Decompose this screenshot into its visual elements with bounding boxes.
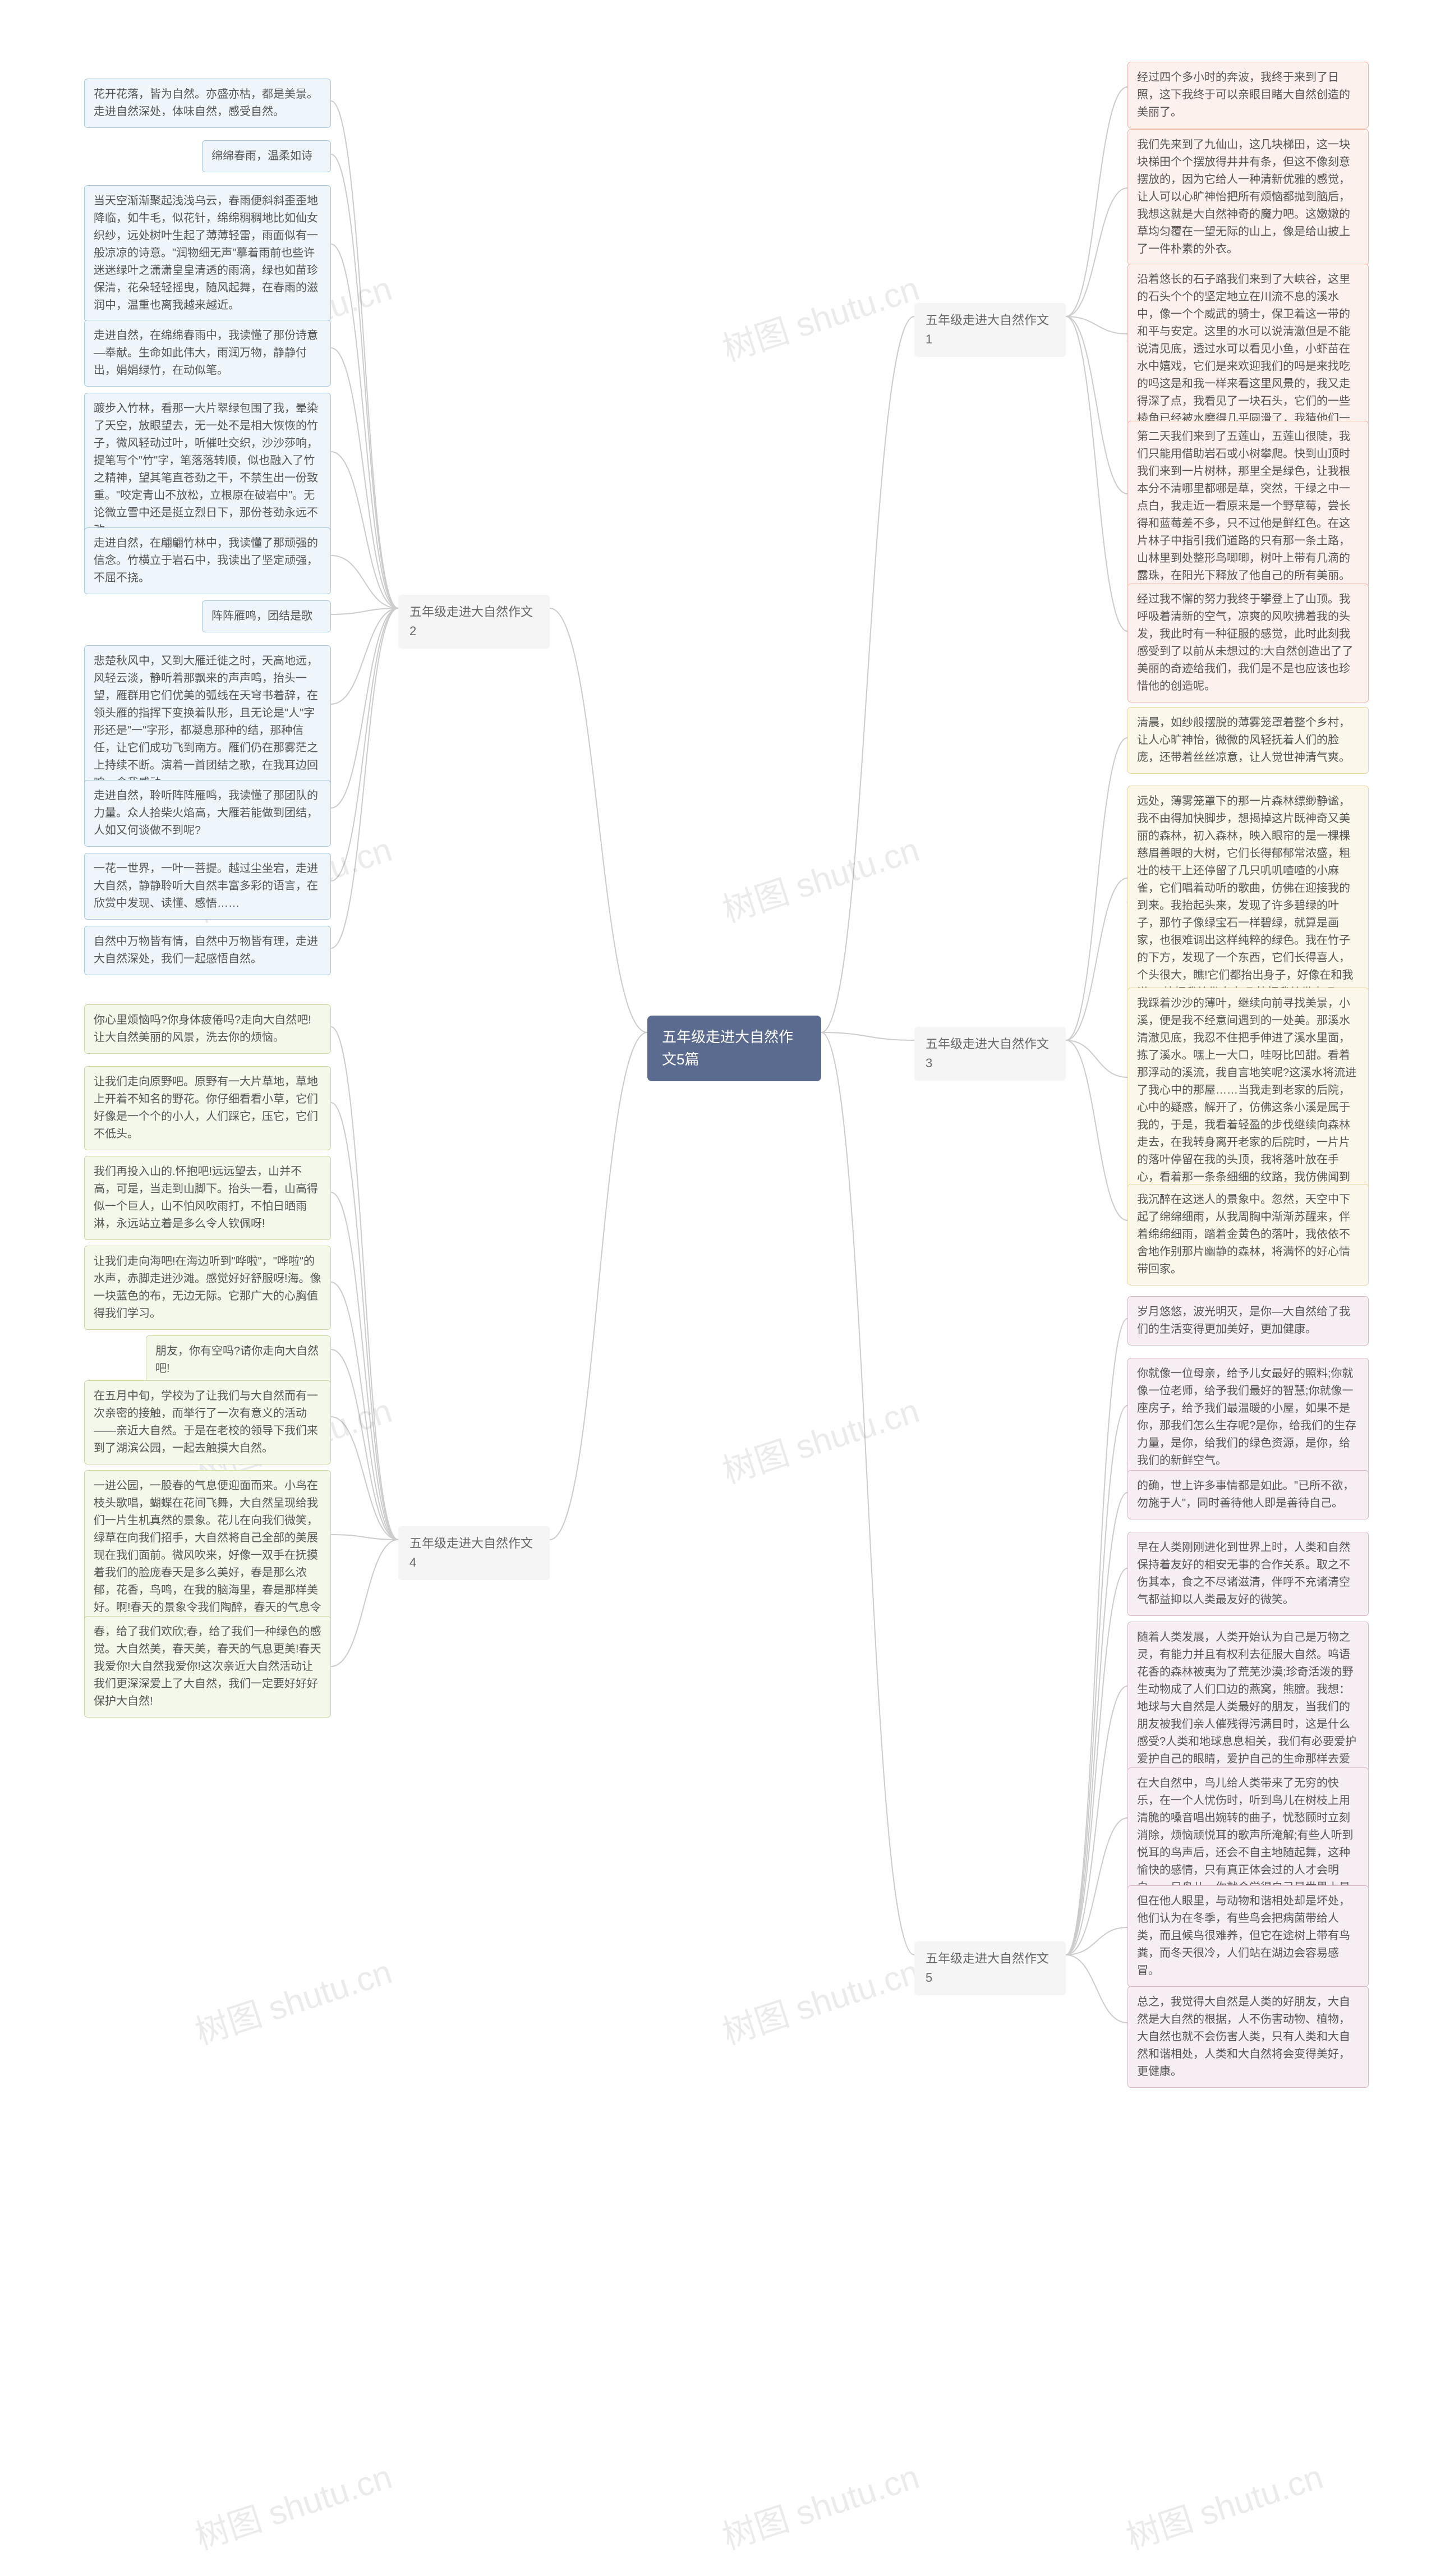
leaf-node: 但在他人眼里，与动物和谐相处却是坏处，他们认为在冬季，有些鸟会把病菌带给人类，而… xyxy=(1127,1885,1369,1987)
leaf-node: 你就像一位母亲，给予儿女最好的照料;你就像一位老师，给予我们最好的智慧;你就像一… xyxy=(1127,1358,1369,1477)
root-node: 五年级走进大自然作文5篇 xyxy=(647,1016,821,1081)
leaf-node: 阵阵雁鸣，团结是歌 xyxy=(202,600,331,632)
watermark: 树图 shutu.cn xyxy=(715,2450,924,2559)
watermark: 树图 shutu.cn xyxy=(188,1945,397,2054)
branch-node: 五年级走进大自然作文4 xyxy=(398,1526,550,1580)
leaf-node: 你心里烦恼吗?你身体疲倦吗?走向大自然吧!让大自然美丽的风景，洗去你的烦恼。 xyxy=(84,1004,331,1054)
watermark: 树图 shutu.cn xyxy=(715,823,924,932)
leaf-node: 第二天我们来到了五莲山，五莲山很陡，我们只能用借助岩石或小树攀爬。快到山顶时我们… xyxy=(1127,421,1369,592)
leaf-node: 一花一世界，一叶一菩提。越过尘坐宕，走进大自然，静静聆听大自然丰富多彩的语言，在… xyxy=(84,853,331,920)
leaf-node: 花开花落，皆为自然。亦盛亦枯，都是美景。走进自然深处，体味自然，感受自然。 xyxy=(84,79,331,128)
branch-node: 五年级走进大自然作文5 xyxy=(914,1941,1066,1995)
leaf-node: 让我们走向原野吧。原野有一大片草地，草地上开着不知名的野花。你仔细看看小草，它们… xyxy=(84,1066,331,1150)
leaf-node: 我们先来到了九仙山，这几块梯田，这一块块梯田个个摆放得井井有条，但这不像刻意摆放… xyxy=(1127,129,1369,265)
leaf-node: 走进自然，在翩翩竹林中，我读懂了那顽强的信念。竹横立于岩石中，我读出了坚定顽强，… xyxy=(84,527,331,594)
watermark: 树图 shutu.cn xyxy=(188,2450,397,2559)
branch-node: 五年级走进大自然作文1 xyxy=(914,303,1066,357)
leaf-node: 远处，薄雾笼罩下的那一片森林缥缈静谧，我不由得加快脚步，想揭掉这片既神奇又美丽的… xyxy=(1127,786,1369,1009)
leaf-node: 经过四个多小时的奔波，我终于来到了日照，这下我终于可以亲眼目睹大自然创造的美丽了… xyxy=(1127,62,1369,128)
watermark: 树图 shutu.cn xyxy=(715,1945,924,2054)
leaf-node: 经过我不懈的努力我终于攀登上了山顶。我呼吸着清新的空气，凉爽的风吹拂着我的头发，… xyxy=(1127,584,1369,702)
branch-node: 五年级走进大自然作文2 xyxy=(398,595,550,649)
leaf-node: 早在人类刚刚进化到世界上时，人类和自然保持着友好的相安无事的合作关系。取之不伤其… xyxy=(1127,1532,1369,1616)
leaf-node: 悲楚秋风中，又到大雁迁徙之时，天高地远，风轻云淡，静听着那飘来的声声鸣，抬头一望… xyxy=(84,645,331,799)
watermark: 树图 shutu.cn xyxy=(715,261,924,371)
watermark: 树图 shutu.cn xyxy=(1119,2450,1328,2559)
watermark: 树图 shutu.cn xyxy=(715,1384,924,1493)
leaf-node: 让我们走向海吧!在海边听到"哗啦"，"哗啦"的水声，赤脚走进沙滩。感觉好好舒服呀… xyxy=(84,1246,331,1330)
leaf-node: 在五月中旬，学校为了让我们与大自然而有一次亲密的接触，而举行了一次有意义的活动—… xyxy=(84,1380,331,1464)
leaf-node: 走进自然，在绵绵春雨中，我读懂了那份诗意—奉献。生命如此伟大，雨润万物，静静付出… xyxy=(84,320,331,387)
leaf-node: 的确，世上许多事情都是如此。"已所不欲，勿施于人"，同时善待他人即是善待自己。 xyxy=(1127,1470,1369,1519)
leaf-node: 自然中万物皆有情，自然中万物皆有理，走进大自然深处，我们一起感悟自然。 xyxy=(84,926,331,975)
leaf-node: 春，给了我们欢欣;春，给了我们一种绿色的感觉。大自然美，春天美，春天的气息更美!… xyxy=(84,1616,331,1718)
leaf-node: 当天空渐渐聚起浅浅乌云，春雨便斜斜歪歪地降临，如牛毛，似花针，绵绵稠稠地比如仙女… xyxy=(84,185,331,322)
leaf-node: 朋友，你有空吗?请你走向大自然吧! xyxy=(146,1335,331,1385)
leaf-node: 走进自然，聆听阵阵雁鸣，我读懂了那团队的力量。众人拾柴火焰高，大雁若能做到团结，… xyxy=(84,780,331,847)
leaf-node: 我沉醉在这迷人的景象中。忽然，天空中下起了绵绵细雨，从我周胸中渐渐苏醒来，伴着绵… xyxy=(1127,1184,1369,1285)
branch-node: 五年级走进大自然作文3 xyxy=(914,1027,1066,1081)
leaf-node: 总之，我觉得大自然是人类的好朋友，大自然是大自然的根据，人不伤害动物、植物，大自… xyxy=(1127,1986,1369,2088)
leaf-node: 绵绵春雨，温柔如诗 xyxy=(202,140,331,172)
leaf-node: 我们再投入山的.怀抱吧!远远望去，山并不高，可是，当走到山脚下。抬头一看，山高得… xyxy=(84,1156,331,1240)
leaf-node: 岁月悠悠，波光明灭，是你—大自然给了我们的生活变得更加美好，更加健康。 xyxy=(1127,1296,1369,1346)
leaf-node: 清晨，如纱般摆脱的薄雾笼罩着整个乡村，让人心旷神怡，微微的风轻抚着人们的脸庞，还… xyxy=(1127,707,1369,774)
leaf-node: 踱步入竹林，看那一大片翠绿包围了我，晕染了天空，放眼望去，无一处不是相大恢恢的竹… xyxy=(84,393,331,547)
